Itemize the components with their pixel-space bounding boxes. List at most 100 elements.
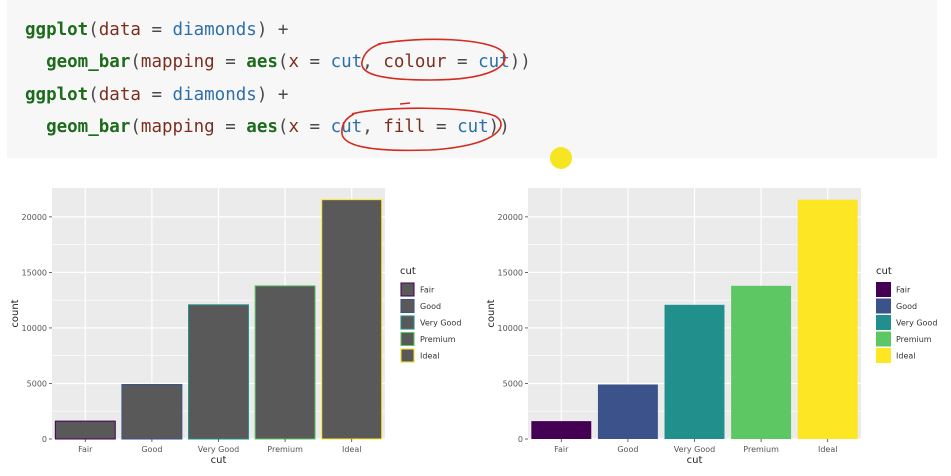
code-token: )) bbox=[509, 52, 531, 72]
code-token: ggplot bbox=[25, 20, 89, 40]
x-tick-label: Very Good bbox=[674, 445, 715, 454]
legend-key bbox=[400, 282, 415, 297]
legend-label: Fair bbox=[896, 286, 911, 295]
code-token: ( bbox=[88, 20, 99, 40]
legend-key bbox=[876, 315, 891, 330]
code-token: = bbox=[299, 52, 331, 72]
y-tick-label: 10000 bbox=[498, 324, 523, 333]
legend-label: Premium bbox=[420, 335, 456, 344]
code-token: = bbox=[425, 117, 458, 137]
code-token: ggplot bbox=[25, 85, 89, 105]
code-token: colour bbox=[383, 52, 447, 72]
code-token: ) + bbox=[256, 20, 289, 40]
code-block: ggplot(data = diamonds) + geom_bar(mappi… bbox=[7, 0, 937, 158]
x-axis-title: cut bbox=[687, 455, 703, 466]
y-tick-label: 0 bbox=[518, 435, 523, 444]
x-tick-label: Premium bbox=[743, 445, 779, 454]
code-token: ( bbox=[88, 85, 99, 105]
code-token: geom_bar bbox=[46, 117, 131, 137]
y-tick-label: 20000 bbox=[22, 213, 47, 222]
y-tick-label: 5000 bbox=[27, 379, 47, 388]
legend-label: Ideal bbox=[896, 352, 915, 361]
bar-very-good bbox=[664, 304, 725, 439]
y-axis-title: count bbox=[486, 299, 497, 327]
bar-fair bbox=[54, 420, 116, 440]
x-tick-label: Premium bbox=[267, 445, 303, 454]
legend-title: cut bbox=[876, 266, 892, 277]
code-token: = bbox=[299, 117, 331, 137]
x-tick-label: Fair bbox=[78, 445, 93, 454]
bar-very-good bbox=[188, 304, 249, 440]
code-token: fill bbox=[383, 117, 426, 137]
legend-label: Premium bbox=[896, 335, 932, 344]
x-axis-title: cut bbox=[211, 455, 227, 466]
code-token: = bbox=[214, 52, 247, 72]
code-token: x bbox=[288, 117, 299, 137]
x-tick-label: Fair bbox=[554, 445, 569, 454]
code-token: mapping bbox=[140, 117, 215, 137]
legend-key bbox=[876, 331, 891, 347]
legend-title: cut bbox=[400, 266, 416, 277]
y-tick-label: 0 bbox=[42, 435, 47, 444]
code-token: cut bbox=[330, 117, 363, 137]
legend-label: Very Good bbox=[896, 319, 937, 328]
code-token: aes bbox=[246, 117, 278, 137]
x-tick-label: Good bbox=[141, 445, 162, 454]
legend-label: Good bbox=[896, 302, 917, 311]
code-token: mapping bbox=[140, 52, 215, 72]
x-tick-label: Very Good bbox=[198, 445, 239, 454]
y-tick-label: 20000 bbox=[498, 213, 523, 222]
legend-key bbox=[400, 332, 415, 346]
code-token: = bbox=[214, 117, 247, 137]
bar-ideal bbox=[321, 199, 383, 440]
x-tick-label: Ideal bbox=[342, 445, 361, 454]
fill-bar-chart: 0 5000 10000 15000 20000 Fair Good Very Good Pre… bbox=[486, 188, 937, 466]
bar-ideal bbox=[797, 199, 858, 439]
code-token: ( bbox=[277, 117, 289, 137]
code-token: diamonds bbox=[172, 20, 257, 40]
x-tick-label: Good bbox=[617, 445, 638, 454]
code-token: = bbox=[140, 20, 173, 40]
code-token: ( bbox=[277, 52, 289, 72]
code-token: x bbox=[288, 52, 299, 72]
code-token: cut bbox=[457, 117, 489, 137]
code-line: ggplot(data = diamonds) + bbox=[25, 19, 288, 41]
bar-premium bbox=[254, 285, 316, 440]
y-axis-title: count bbox=[10, 299, 21, 327]
code-token: = bbox=[140, 85, 173, 105]
y-tick-label: 5000 bbox=[503, 379, 523, 388]
code-token: data bbox=[98, 20, 141, 40]
code-token: , bbox=[362, 117, 384, 137]
legend-key bbox=[876, 282, 891, 297]
bar-good bbox=[121, 384, 183, 440]
y-tick-label: 15000 bbox=[498, 268, 523, 277]
legend-label: Fair bbox=[420, 286, 435, 295]
code-token: geom_bar bbox=[46, 52, 131, 72]
pen-stroke-mark bbox=[399, 102, 411, 105]
code-line: geom_bar(mapping = aes(x = cut, fill = c… bbox=[25, 116, 510, 138]
code-token: , bbox=[362, 52, 384, 72]
code-token: data bbox=[98, 85, 141, 105]
colour-bar-chart: 0 5000 10000 15000 20000 Fair Good Very Good Pre… bbox=[10, 188, 461, 466]
code-line: ggplot(data = diamonds) + bbox=[25, 84, 288, 106]
code-line: geom_bar(mapping = aes(x = cut, colour =… bbox=[25, 51, 531, 73]
code-token: diamonds bbox=[172, 85, 257, 105]
legend-key bbox=[400, 348, 415, 363]
colour-circle-mark bbox=[361, 38, 506, 81]
code-token: )) bbox=[488, 117, 510, 137]
code-token: ) + bbox=[256, 85, 289, 105]
legend-key bbox=[876, 348, 891, 363]
legend-key bbox=[400, 315, 415, 330]
code-token: aes bbox=[246, 52, 278, 72]
legend-key bbox=[876, 298, 891, 314]
legend-key bbox=[400, 299, 415, 313]
code-token: ( bbox=[130, 117, 141, 137]
code-token: = bbox=[446, 52, 479, 72]
y-tick-label: 15000 bbox=[22, 268, 47, 277]
code-token: ( bbox=[130, 52, 141, 72]
cursor-highlight-icon bbox=[550, 147, 572, 169]
bar-good bbox=[597, 384, 658, 439]
fill-circle-mark bbox=[341, 107, 502, 152]
legend-label: Very Good bbox=[420, 319, 461, 328]
